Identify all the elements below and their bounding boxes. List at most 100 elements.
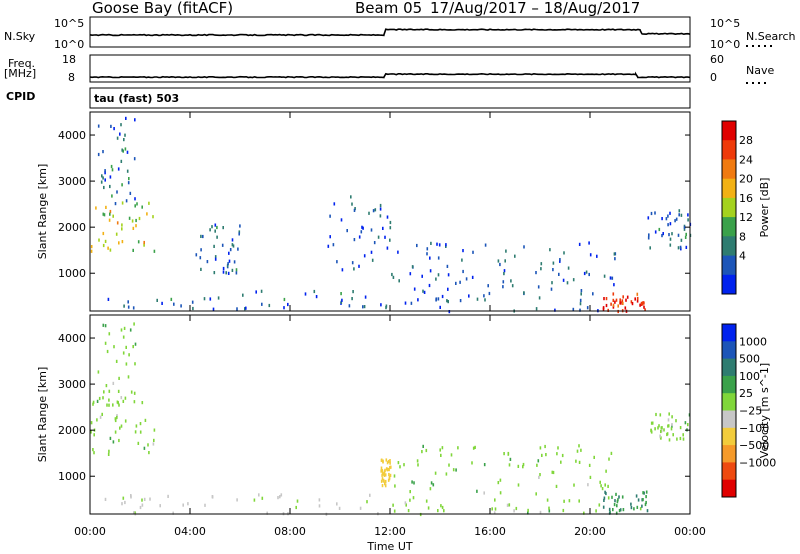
echo-cell bbox=[388, 472, 390, 477]
echo-cell bbox=[412, 496, 415, 500]
echo-cell bbox=[645, 490, 648, 494]
echo-cell bbox=[409, 490, 411, 494]
echo-cell bbox=[384, 482, 386, 486]
echo-cell bbox=[153, 438, 155, 442]
echo-cell bbox=[127, 181, 130, 185]
echo-cell bbox=[161, 301, 163, 305]
echo-cell bbox=[462, 249, 464, 253]
echo-cell bbox=[643, 491, 645, 495]
echo-cell bbox=[494, 507, 497, 511]
echo-cell bbox=[675, 419, 677, 423]
echo-cell bbox=[121, 502, 123, 506]
echo-cell bbox=[499, 262, 501, 267]
echo-cell bbox=[119, 426, 121, 430]
echo-cell bbox=[103, 213, 106, 217]
echo-cell bbox=[620, 301, 622, 305]
nsearch-tick-top: 10^5 bbox=[710, 17, 741, 30]
echo-cell bbox=[511, 284, 514, 288]
echo-cell bbox=[212, 307, 215, 311]
echo-cell bbox=[509, 457, 512, 461]
nave-tick-top: 60 bbox=[710, 53, 724, 66]
echo-cell bbox=[639, 303, 641, 307]
echo-cell bbox=[214, 223, 217, 227]
echo-cell bbox=[124, 419, 127, 423]
echo-cell bbox=[124, 396, 127, 400]
echo-cell bbox=[132, 345, 134, 349]
colorbar-tick-label: −25 bbox=[739, 405, 762, 418]
echo-cell bbox=[225, 271, 227, 275]
echo-cell bbox=[126, 169, 129, 173]
echo-cell bbox=[109, 212, 111, 216]
echo-cell bbox=[622, 301, 624, 305]
echo-cell bbox=[562, 278, 565, 282]
echo-cell bbox=[604, 490, 606, 494]
echo-cell bbox=[439, 448, 441, 452]
echo-cell bbox=[148, 201, 150, 205]
echo-cell bbox=[562, 508, 565, 513]
echo-cell bbox=[336, 502, 338, 506]
echo-cell bbox=[605, 303, 608, 308]
echo-cell bbox=[452, 468, 455, 472]
echo-cell bbox=[380, 466, 383, 470]
echo-cell bbox=[615, 511, 618, 515]
echo-cell bbox=[410, 301, 413, 305]
echo-cell bbox=[579, 298, 582, 302]
echo-cell bbox=[389, 465, 391, 470]
colorbar-tick-label: 4 bbox=[739, 250, 746, 263]
echo-cell bbox=[139, 505, 142, 510]
echo-cell bbox=[667, 424, 670, 428]
echo-cell bbox=[384, 468, 386, 472]
echo-cell bbox=[669, 243, 672, 247]
echo-cell bbox=[630, 506, 633, 510]
echo-cell bbox=[380, 469, 382, 473]
echo-cell bbox=[550, 287, 553, 291]
echo-cell bbox=[170, 297, 173, 301]
echo-cell bbox=[313, 289, 316, 294]
echo-cell bbox=[217, 296, 220, 300]
echo-cell bbox=[336, 260, 338, 264]
echo-cell bbox=[103, 390, 105, 394]
echo-cell bbox=[121, 223, 123, 227]
nsky-tick-bottom: 10^0 bbox=[54, 38, 85, 51]
echo-cell bbox=[253, 498, 256, 502]
echo-cell bbox=[411, 265, 414, 269]
echo-cell bbox=[180, 304, 182, 308]
echo-cell bbox=[468, 294, 470, 298]
colorbar-swatch bbox=[722, 479, 736, 498]
echo-cell bbox=[659, 413, 662, 417]
echo-cell bbox=[382, 226, 384, 230]
echo-cell bbox=[384, 484, 387, 488]
echo-cell bbox=[238, 232, 240, 236]
echo-cell bbox=[507, 452, 510, 456]
echo-cell bbox=[108, 218, 111, 222]
echo-cell bbox=[555, 484, 558, 488]
echo-cell bbox=[123, 326, 126, 330]
echo-cell bbox=[429, 269, 432, 273]
echo-cell bbox=[668, 438, 671, 442]
echo-cell bbox=[413, 481, 415, 485]
y-axis-label: Slant Range [km] bbox=[36, 367, 49, 463]
echo-cell bbox=[566, 281, 569, 285]
echo-cell bbox=[118, 403, 120, 407]
echo-cell bbox=[559, 259, 561, 263]
echo-cell bbox=[660, 429, 662, 434]
echo-cell bbox=[483, 491, 485, 495]
echo-cell bbox=[108, 403, 110, 407]
echo-cell bbox=[457, 446, 459, 450]
echo-cell bbox=[128, 216, 131, 220]
echo-cell bbox=[589, 253, 592, 257]
echo-cell bbox=[557, 446, 559, 450]
echo-cell bbox=[192, 306, 194, 311]
echo-cell bbox=[448, 310, 451, 314]
echo-cell bbox=[114, 417, 117, 421]
echo-cell bbox=[122, 496, 125, 500]
echo-cell bbox=[615, 492, 617, 496]
echo-cell bbox=[348, 304, 351, 308]
echo-cell bbox=[136, 202, 138, 206]
echo-cell bbox=[613, 252, 616, 256]
x-tick-label: 08:00 bbox=[274, 525, 306, 538]
echo-cell bbox=[446, 299, 448, 303]
echo-cell bbox=[129, 191, 132, 195]
echo-cell bbox=[654, 211, 656, 215]
echo-cell bbox=[613, 283, 615, 287]
